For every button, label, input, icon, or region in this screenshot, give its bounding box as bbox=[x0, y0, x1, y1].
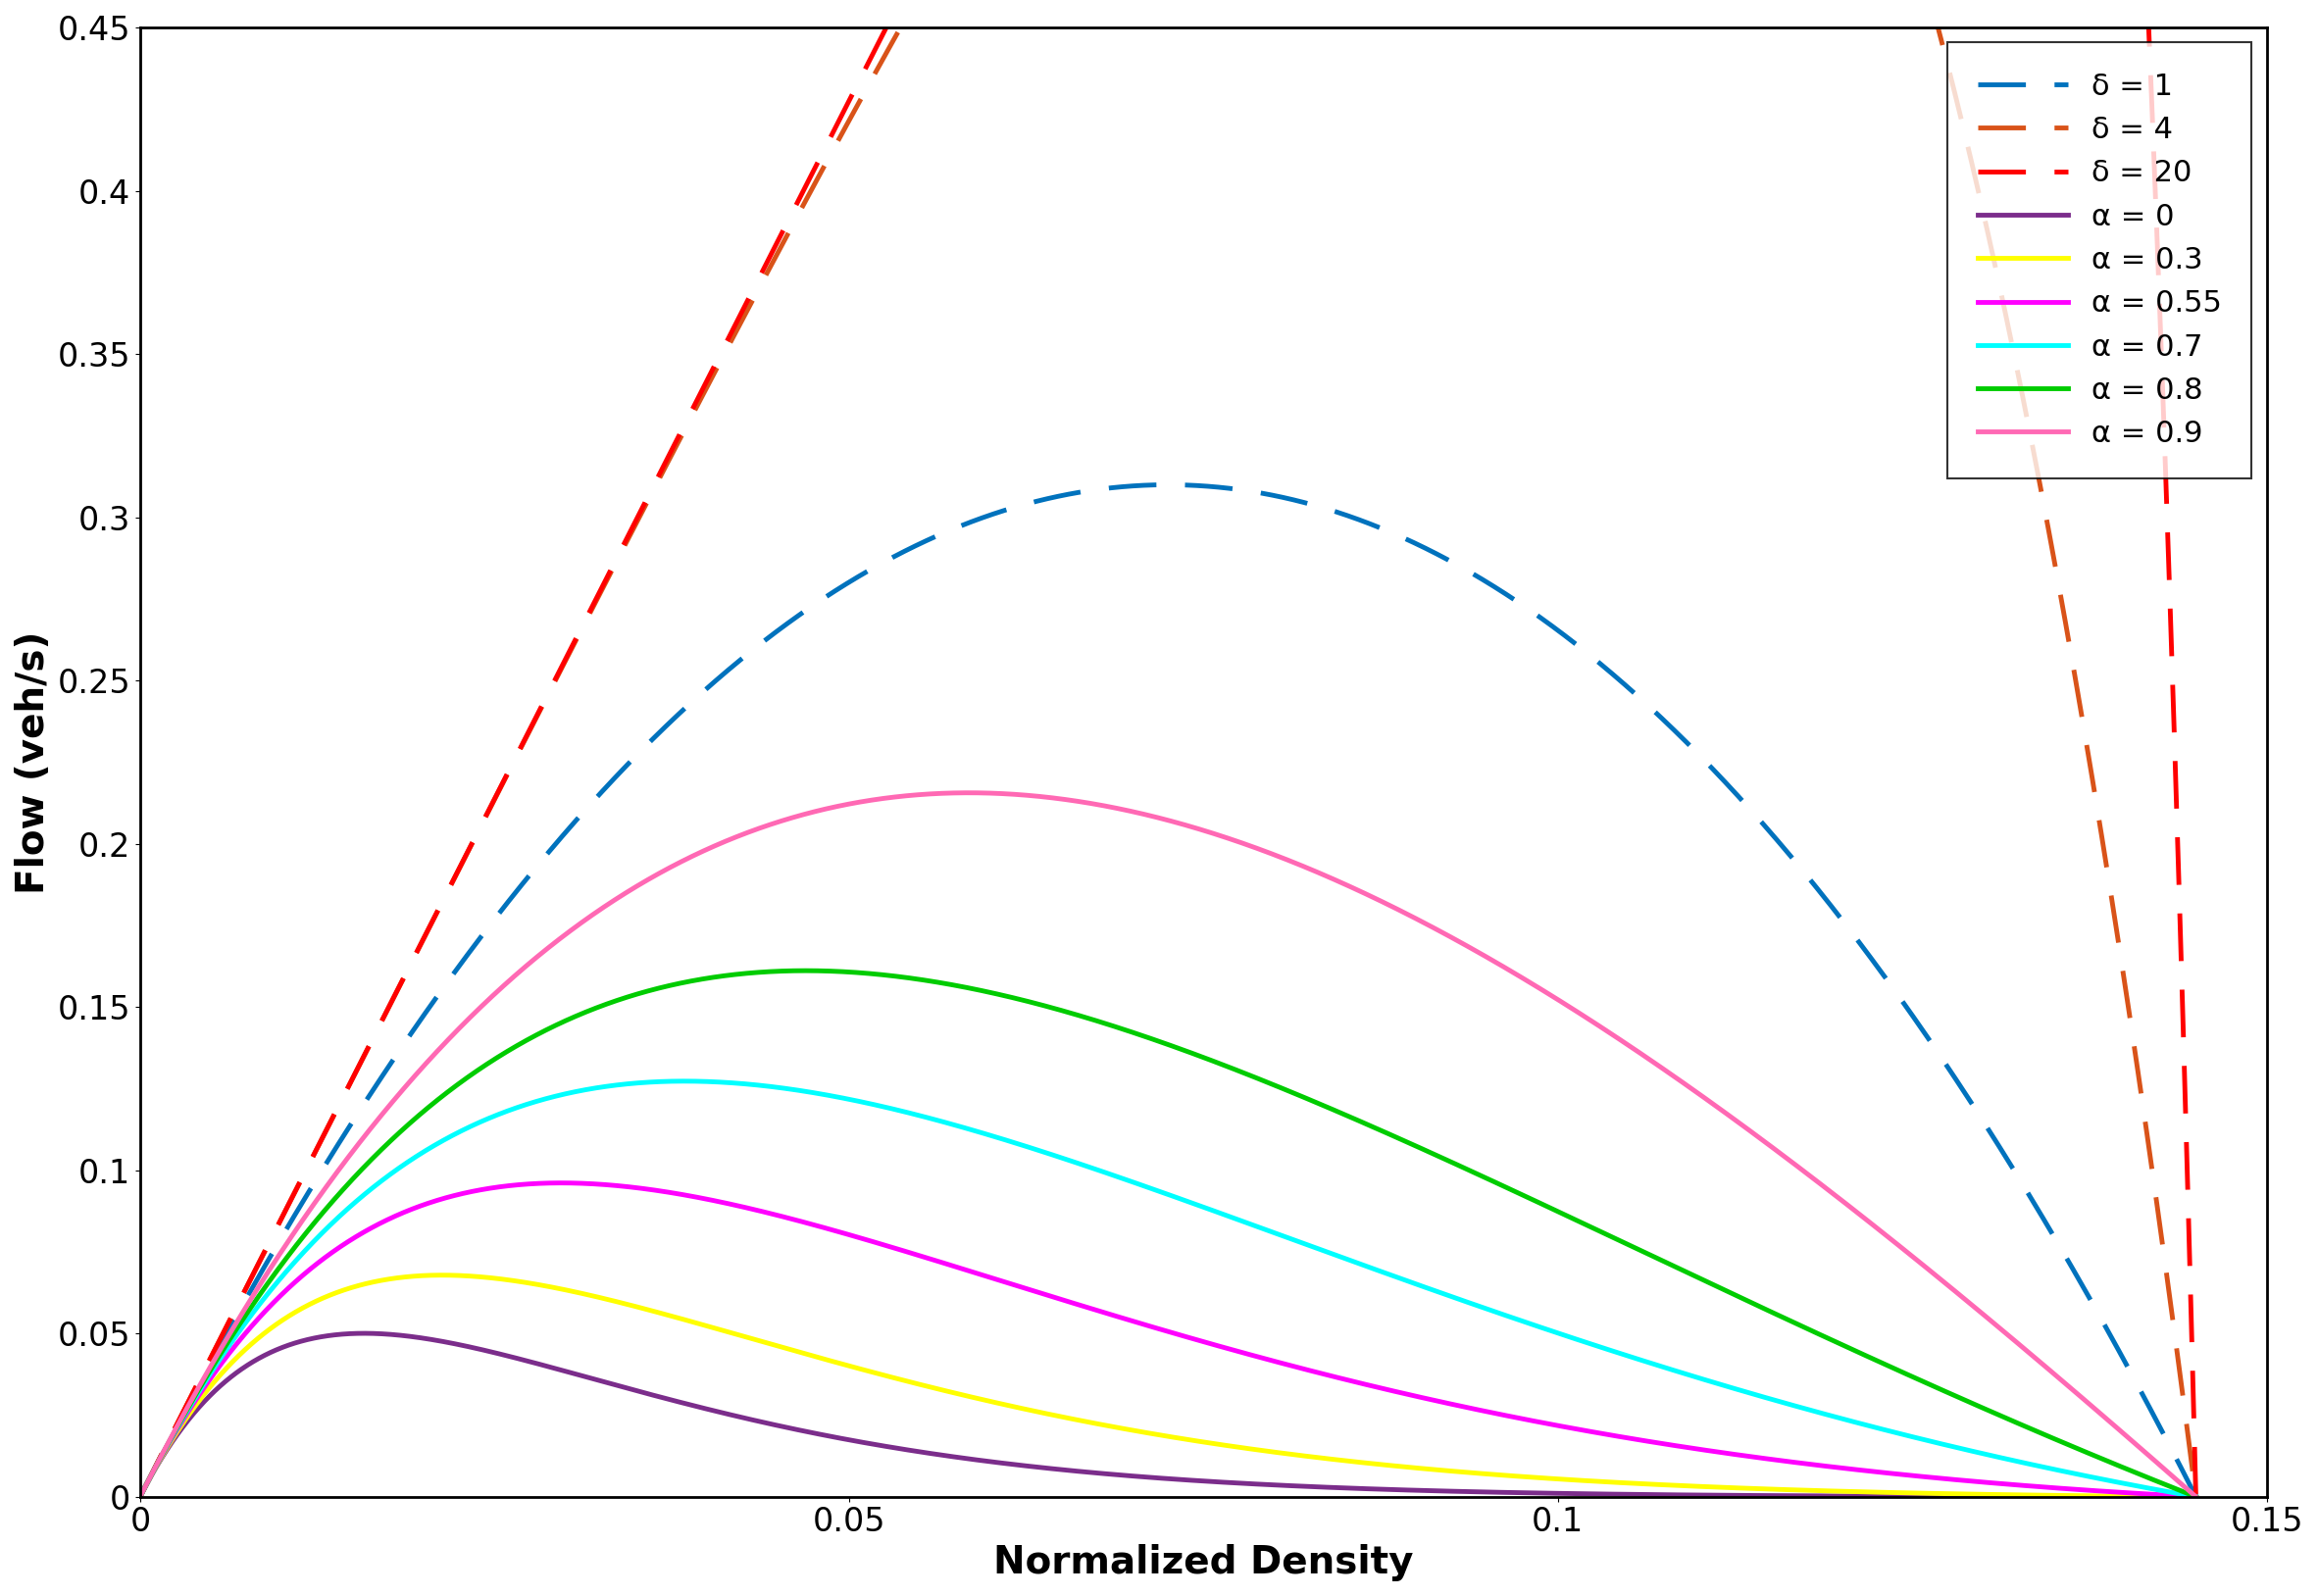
δ = 20 bbox=[501, 752, 529, 771]
α = 0.7 bbox=[1358, 1259, 1386, 1278]
α = 0 bbox=[1817, 1486, 1845, 1505]
α = 0.55 bbox=[1463, 1400, 1490, 1419]
δ = 1 bbox=[1817, 895, 1845, 915]
α = 0.55 bbox=[911, 1248, 939, 1267]
Line: α = 0.3: α = 0.3 bbox=[139, 1275, 2195, 1497]
α = 0.9 bbox=[1660, 1068, 1688, 1087]
α = 0 bbox=[1463, 1483, 1490, 1502]
δ = 1 bbox=[1660, 721, 1688, 741]
δ = 1 bbox=[911, 531, 939, 551]
α = 0.8 bbox=[125, 1487, 153, 1507]
α = 0.7 bbox=[911, 1108, 939, 1127]
α = 0.9 bbox=[501, 967, 529, 986]
δ = 1 bbox=[1154, 476, 1182, 495]
α = 0 bbox=[1660, 1486, 1688, 1505]
α = 0.3 bbox=[1463, 1464, 1490, 1483]
α = 0.55 bbox=[1660, 1436, 1688, 1456]
α = 0.55 bbox=[1358, 1377, 1386, 1396]
α = 0.3 bbox=[125, 1487, 153, 1507]
α = 0.7 bbox=[670, 1071, 698, 1090]
Line: α = 0.55: α = 0.55 bbox=[139, 1183, 2195, 1497]
α = 0.7 bbox=[1817, 1406, 1845, 1425]
α = 0.7 bbox=[125, 1487, 153, 1507]
α = 0.3 bbox=[911, 1376, 939, 1395]
α = 0.8 bbox=[1660, 1258, 1688, 1277]
α = 0 bbox=[350, 1323, 378, 1342]
α = 0.9 bbox=[911, 785, 939, 804]
α = 0.3 bbox=[429, 1266, 457, 1285]
α = 0.8 bbox=[790, 961, 818, 980]
α = 0.3 bbox=[2181, 1487, 2209, 1507]
α = 0.55 bbox=[547, 1173, 575, 1192]
α = 0.3 bbox=[501, 1270, 529, 1290]
δ = 1 bbox=[501, 886, 529, 905]
α = 0.9 bbox=[125, 1487, 153, 1507]
Line: α = 0.9: α = 0.9 bbox=[139, 793, 2195, 1497]
Line: δ = 1: δ = 1 bbox=[139, 485, 2195, 1497]
α = 0.7 bbox=[2181, 1487, 2209, 1507]
α = 0.55 bbox=[125, 1487, 153, 1507]
α = 0.7 bbox=[501, 1100, 529, 1119]
α = 0.3 bbox=[1817, 1481, 1845, 1500]
δ = 1 bbox=[2181, 1487, 2209, 1507]
Legend: δ = 1, δ = 4, δ = 20, α = 0, α = 0.3, α = 0.55, α = 0.7, α = 0.8, α = 0.9: δ = 1, δ = 4, δ = 20, α = 0, α = 0.3, α … bbox=[1947, 43, 2251, 479]
Line: δ = 20: δ = 20 bbox=[139, 0, 2195, 1497]
α = 0 bbox=[125, 1487, 153, 1507]
α = 0 bbox=[501, 1349, 529, 1368]
α = 0.7 bbox=[1660, 1361, 1688, 1381]
α = 0.3 bbox=[1358, 1454, 1386, 1473]
α = 0.8 bbox=[1463, 1165, 1490, 1184]
α = 0.8 bbox=[1817, 1329, 1845, 1349]
δ = 4 bbox=[125, 1487, 153, 1507]
δ = 4 bbox=[2181, 1487, 2209, 1507]
X-axis label: Normalized Density: Normalized Density bbox=[994, 1543, 1414, 1582]
Line: α = 0.8: α = 0.8 bbox=[139, 970, 2195, 1497]
α = 0.8 bbox=[501, 1037, 529, 1057]
α = 0.8 bbox=[911, 970, 939, 990]
δ = 4 bbox=[501, 753, 529, 772]
α = 0.55 bbox=[1817, 1457, 1845, 1476]
δ = 20 bbox=[2181, 1487, 2209, 1507]
Line: δ = 4: δ = 4 bbox=[139, 0, 2195, 1497]
δ = 1 bbox=[1358, 516, 1386, 535]
α = 0.8 bbox=[2181, 1487, 2209, 1507]
Y-axis label: Flow (veh/s): Flow (veh/s) bbox=[14, 630, 51, 894]
α = 0.9 bbox=[2181, 1487, 2209, 1507]
α = 0.9 bbox=[1463, 942, 1490, 961]
α = 0 bbox=[1358, 1479, 1386, 1499]
Line: α = 0.7: α = 0.7 bbox=[139, 1080, 2195, 1497]
α = 0.3 bbox=[1660, 1476, 1688, 1495]
δ = 20 bbox=[125, 1487, 153, 1507]
α = 0.55 bbox=[501, 1176, 529, 1195]
δ = 1 bbox=[125, 1487, 153, 1507]
α = 0.55 bbox=[2181, 1487, 2209, 1507]
δ = 1 bbox=[1463, 567, 1490, 586]
α = 0.7 bbox=[1463, 1296, 1490, 1315]
α = 0.9 bbox=[1817, 1183, 1845, 1202]
α = 0.9 bbox=[1358, 887, 1386, 907]
α = 0.8 bbox=[1358, 1117, 1386, 1136]
Line: α = 0: α = 0 bbox=[139, 1333, 2195, 1497]
α = 0.9 bbox=[955, 784, 983, 803]
α = 0 bbox=[911, 1443, 939, 1462]
α = 0 bbox=[2181, 1487, 2209, 1507]
